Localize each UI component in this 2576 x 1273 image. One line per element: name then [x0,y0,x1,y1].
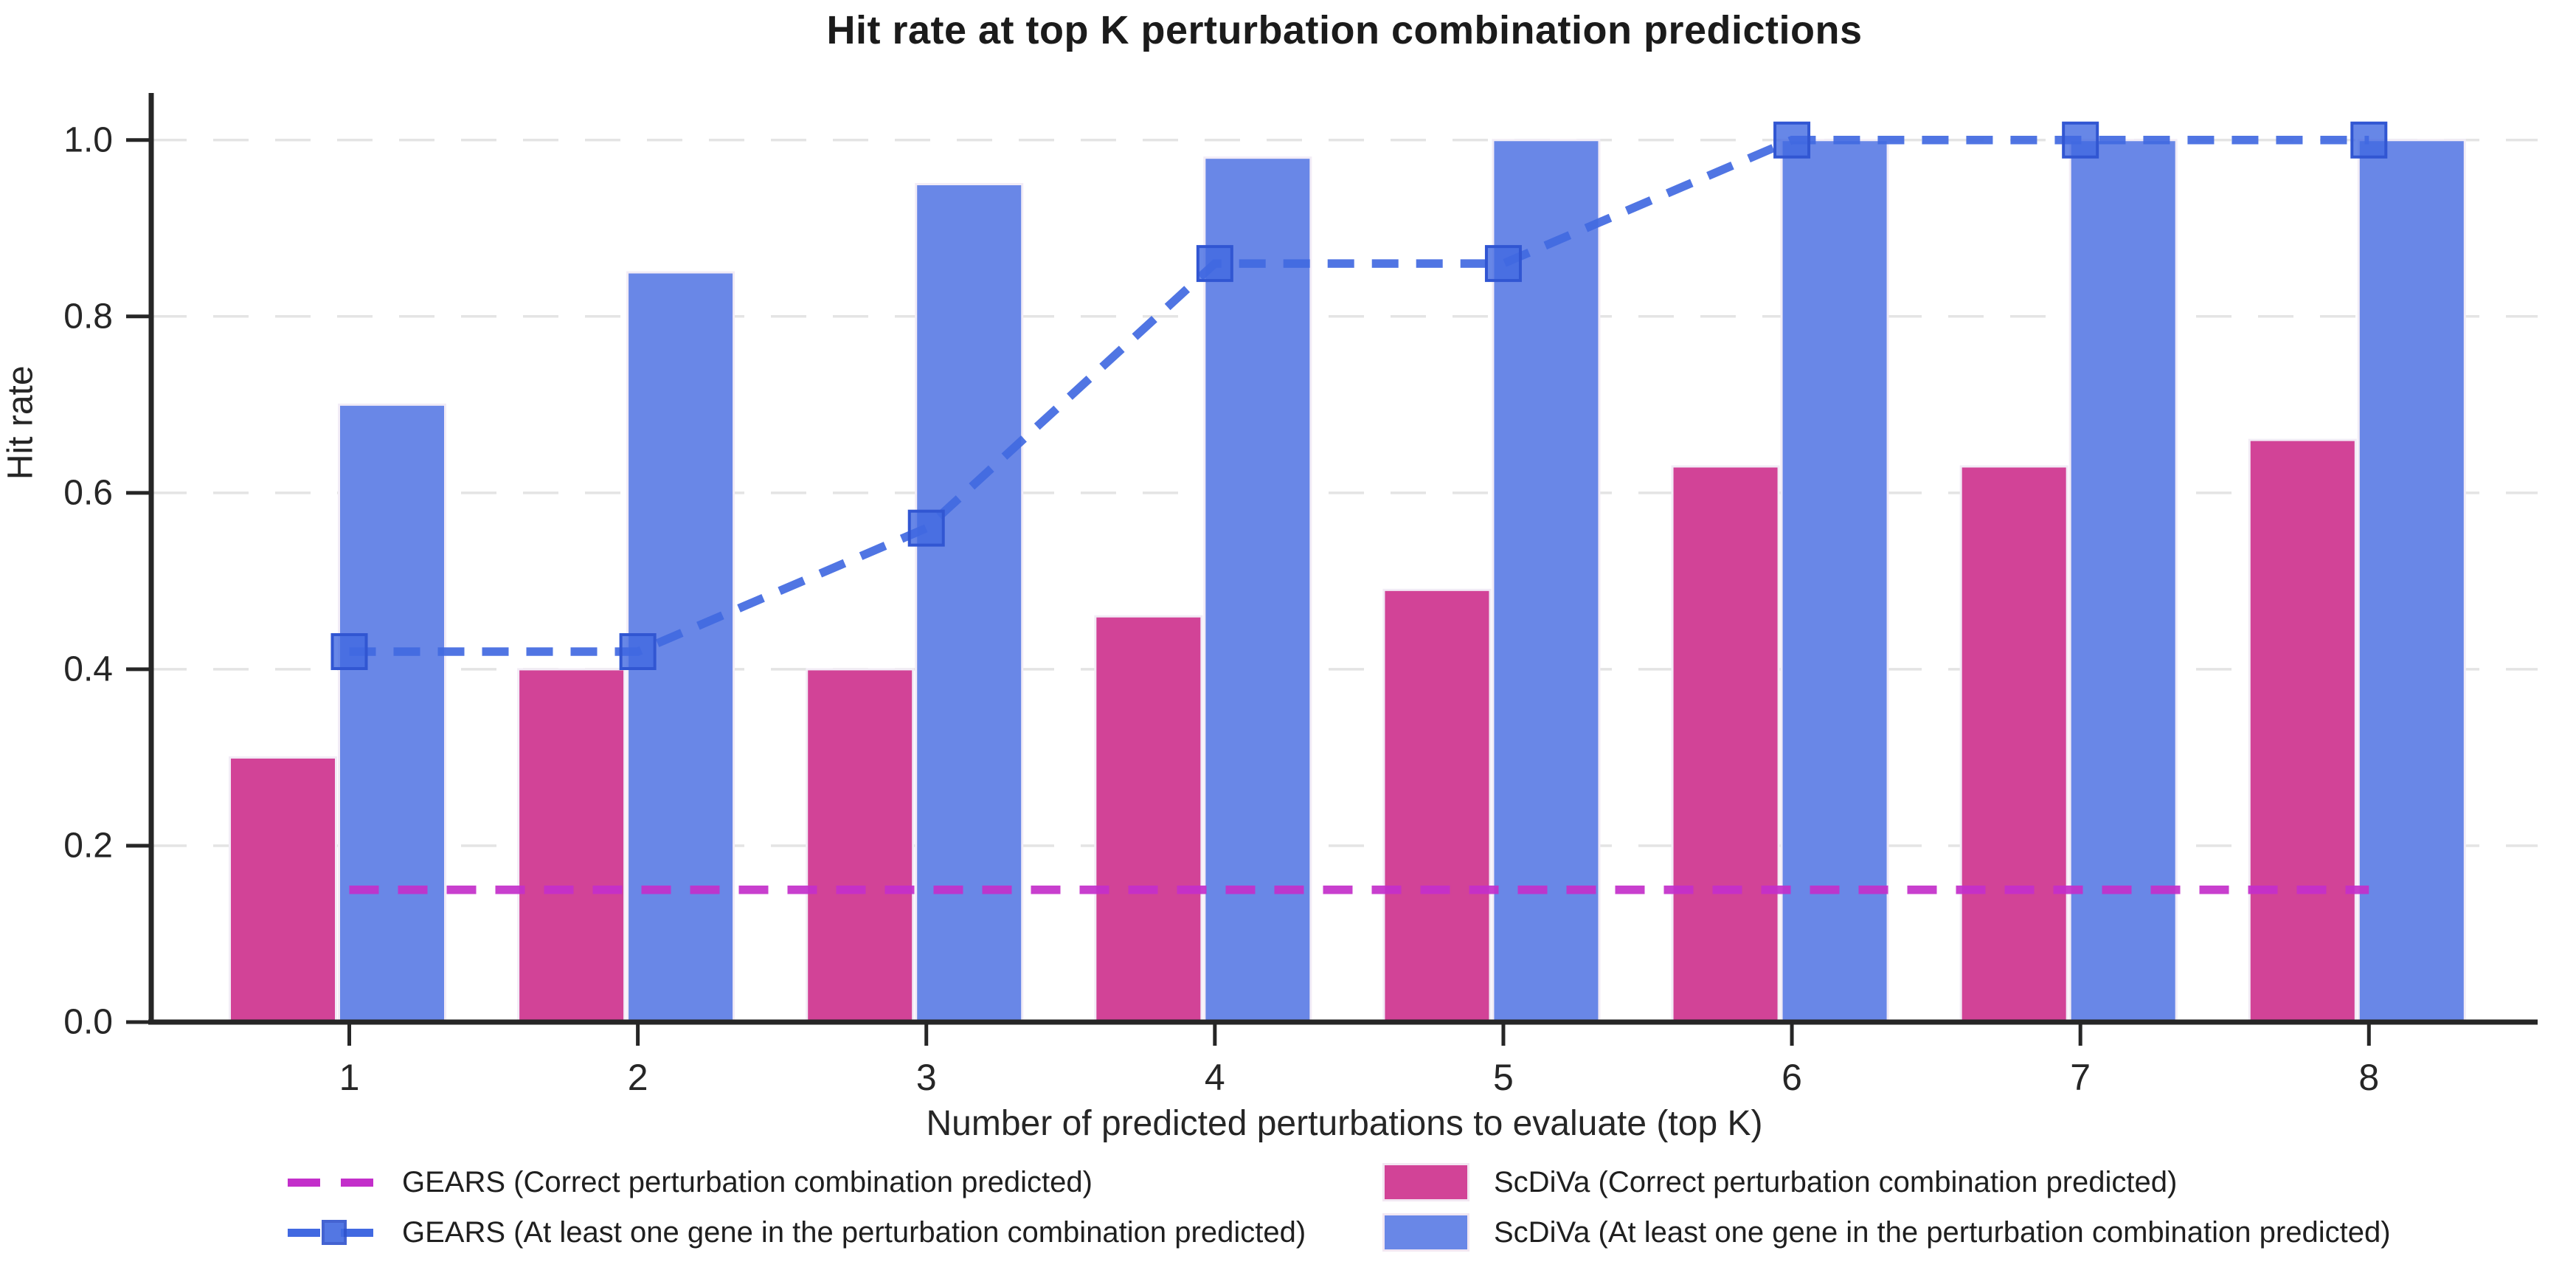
x-tick-label: 4 [1205,1057,1225,1098]
bar-scdiva_correct-k3 [806,668,915,1024]
plot-area: 0.0 0.2 0.4 0.6 0.8 1.0 1 2 3 4 5 6 7 8 [63,93,2538,1098]
bar-scdiva_correct-k5 [1382,588,1492,1024]
x-tick-label: 2 [628,1057,648,1098]
marker-gears_atleast-k1 [330,633,368,670]
legend-swatch-scdiva-atleast [1379,1213,1472,1252]
legend-column-scdiva: ScDiVa (Correct perturbation combination… [1379,1157,2391,1258]
marker-gears_atleast-k6 [1773,121,1811,159]
bar-scdiva_correct-k6 [1671,465,1780,1024]
marker-gears_atleast-k7 [2062,121,2099,159]
square-marker-icon [321,1220,347,1245]
bar-scdiva_correct-k1 [229,756,338,1024]
legend-swatch-gears-correct [288,1163,380,1201]
bar-scdiva_correct-k8 [2248,438,2357,1024]
x-tick-label: 8 [2358,1057,2379,1098]
bar-swatch-icon [1382,1163,1469,1201]
bar-scdiva_correct-k4 [1094,615,1203,1024]
legend-label: ScDiVa (At least one gene in the perturb… [1494,1215,2391,1249]
legend-label: ScDiVa (Correct perturbation combination… [1494,1165,2178,1198]
chart-title: Hit rate at top K perturbation combinati… [826,8,1863,52]
x-tick-label: 7 [2070,1057,2091,1098]
bar-scdiva_correct-k2 [517,668,626,1024]
bar-scdiva_atleast-k8 [2357,139,2466,1024]
marker-gears_atleast-k4 [1196,245,1233,283]
x-axis-label: Number of predicted perturbations to eva… [926,1104,1763,1143]
x-tick-label: 3 [916,1057,937,1098]
bar-scdiva_atleast-k1 [338,403,447,1024]
legend-label: GEARS (At least one gene in the perturba… [402,1215,1306,1249]
y-tick-label: 0.4 [63,649,113,689]
x-tick-label: 1 [339,1057,360,1098]
legend-item-scdiva-atleast: ScDiVa (At least one gene in the perturb… [1379,1207,2391,1258]
legend-swatch-scdiva-correct [1379,1163,1472,1201]
legend-column-gears: GEARS (Correct perturbation combination … [288,1157,1306,1258]
legend-item-gears-correct: GEARS (Correct perturbation combination … [288,1157,1306,1207]
y-tick-label: 1.0 [63,120,113,159]
y-tick-label: 0.0 [63,1003,113,1042]
legend: GEARS (Correct perturbation combination … [151,1157,2538,1268]
bar-swatch-icon [1382,1213,1469,1252]
line-gears_atleast [349,136,2369,656]
legend-label: GEARS (Correct perturbation combination … [402,1165,1093,1198]
y-axis-label: Hit rate [1,365,41,480]
marker-gears_atleast-k3 [907,509,945,547]
y-tick-label: 0.8 [63,297,113,336]
x-tick-label: 5 [1493,1057,1514,1098]
y-tick-label: 0.2 [63,826,113,865]
marker-gears_atleast-k5 [1484,245,1522,283]
plot-canvas: 0.0 0.2 0.4 0.6 0.8 1.0 1 2 3 4 5 6 7 8 [63,93,2538,1098]
bar-scdiva_atleast-k3 [915,183,1024,1024]
dashed-line-swatch-icon [288,1178,380,1187]
bar-scdiva_correct-k7 [1959,465,2068,1024]
legend-item-gears-atleast: GEARS (At least one gene in the perturba… [288,1207,1306,1258]
marker-gears_atleast-k8 [2350,121,2388,159]
marker-gears_atleast-k2 [619,633,657,670]
y-tick-label: 0.6 [63,473,113,512]
x-tick-label: 6 [1782,1057,1802,1098]
legend-item-scdiva-correct: ScDiVa (Correct perturbation combination… [1379,1157,2391,1207]
bar-scdiva_atleast-k5 [1492,139,1601,1024]
legend-swatch-gears-atleast [288,1213,380,1252]
